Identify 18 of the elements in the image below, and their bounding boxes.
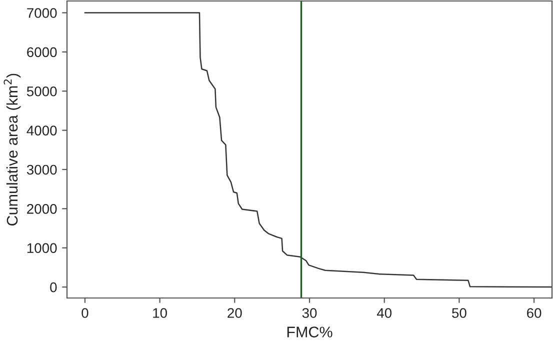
y-tick-label: 5000 — [26, 86, 57, 96]
x-tick-label: 40 — [376, 308, 392, 318]
y-tick-label: 0 — [50, 282, 57, 292]
x-tick-label: 20 — [228, 308, 242, 318]
x-axis-title: FMC% — [287, 326, 332, 338]
y-tick-label: 7000 — [27, 8, 57, 18]
x-tick-label: 30 — [302, 308, 317, 318]
y-tick-label: 3000 — [26, 164, 57, 175]
x-tick-label: 60 — [527, 308, 542, 318]
x-tick-label: 0 — [82, 308, 88, 318]
y-tick-label: 6000 — [27, 47, 57, 58]
y-tick-label: 4000 — [26, 126, 57, 136]
y-tick-label: 2000 — [27, 204, 57, 214]
line-series — [84, 12, 552, 288]
y-tick-label: 1000 — [27, 243, 57, 254]
x-tick-label: 10 — [153, 308, 167, 318]
y-axis-title: Cumulative area (km$^{2}$) — [4, 74, 21, 226]
x-tick-label: 50 — [452, 308, 466, 318]
